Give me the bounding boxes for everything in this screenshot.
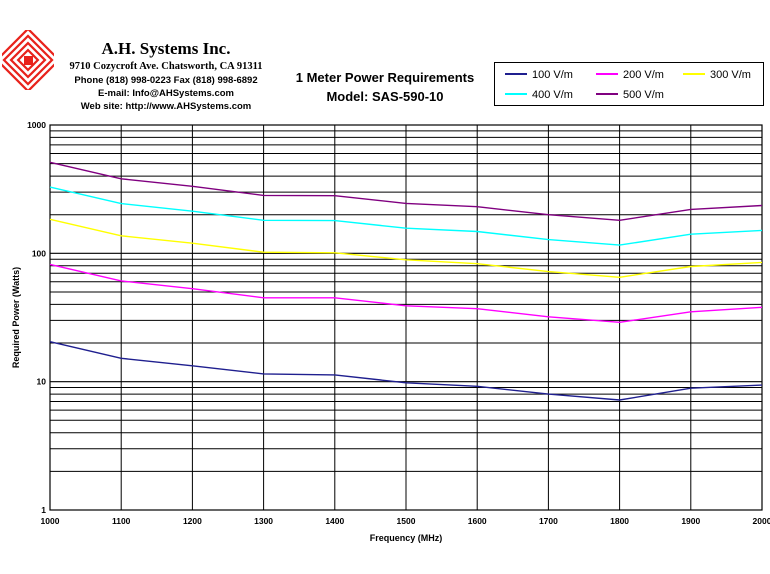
company-info: A.H. Systems Inc. 9710 Cozycroft Ave. Ch… <box>56 38 276 113</box>
legend-item: 400 V/m <box>505 88 573 102</box>
legend-swatch <box>596 73 618 76</box>
x-tick-label: 1200 <box>183 516 202 526</box>
x-tick-label: 1000 <box>41 516 60 526</box>
company-address: 9710 Cozycroft Ave. Chatsworth, CA 91311 <box>69 61 263 72</box>
x-tick-label: 1300 <box>254 516 273 526</box>
x-tick-label: 1100 <box>112 516 131 526</box>
series-line <box>49 186 763 246</box>
company-website: Web site: http://www.AHSystems.com <box>80 101 252 112</box>
legend-label: 400 V/m <box>532 89 573 101</box>
chart-title: 1 Meter Power Requirements Model: SAS-59… <box>280 68 490 106</box>
x-tick-label: 1600 <box>468 516 487 526</box>
series-line <box>49 161 763 222</box>
chart-legend: 100 V/m 200 V/m 300 V/m 400 V/m 500 V/m <box>494 62 764 106</box>
x-tick-label: 1400 <box>325 516 344 526</box>
chart-title-line2: Model: SAS-590-10 <box>326 89 444 104</box>
legend-label: 500 V/m <box>623 89 664 101</box>
legend-swatch <box>596 93 618 96</box>
legend-label: 300 V/m <box>710 69 751 81</box>
company-name: A.H. Systems Inc. <box>101 39 231 58</box>
x-tick-label: 1800 <box>610 516 629 526</box>
legend-item: 300 V/m <box>683 68 751 82</box>
legend-swatch <box>505 93 527 96</box>
legend-swatch <box>683 73 705 76</box>
y-tick-label: 10 <box>37 377 47 387</box>
y-tick-label: 1000 <box>27 120 46 130</box>
series-line <box>49 263 763 324</box>
legend-item: 200 V/m <box>596 68 664 82</box>
chart-title-line1: 1 Meter Power Requirements <box>295 70 475 85</box>
ahsystems-logo-icon <box>0 27 61 93</box>
legend-swatch <box>505 73 527 76</box>
series-line <box>49 341 763 401</box>
y-axis-label: Required Power (Watts) <box>11 267 21 368</box>
x-tick-label: 1700 <box>539 516 558 526</box>
x-axis-label: Frequency (MHz) <box>370 533 443 543</box>
x-tick-label: 1900 <box>681 516 700 526</box>
x-tick-label: 1500 <box>397 516 416 526</box>
company-phone: Phone (818) 998-0223 Fax (818) 998-6892 <box>74 75 258 86</box>
company-email: E-mail: Info@AHSystems.com <box>98 88 234 99</box>
legend-label: 100 V/m <box>532 69 573 81</box>
x-tick-label: 2000 <box>753 516 770 526</box>
legend-item: 100 V/m <box>505 68 573 82</box>
series-line <box>49 218 763 279</box>
y-tick-label: 100 <box>32 248 46 258</box>
plot-frame <box>49 124 763 511</box>
y-tick-label: 1 <box>41 505 46 515</box>
legend-label: 200 V/m <box>623 69 664 81</box>
legend-item: 500 V/m <box>596 88 664 102</box>
